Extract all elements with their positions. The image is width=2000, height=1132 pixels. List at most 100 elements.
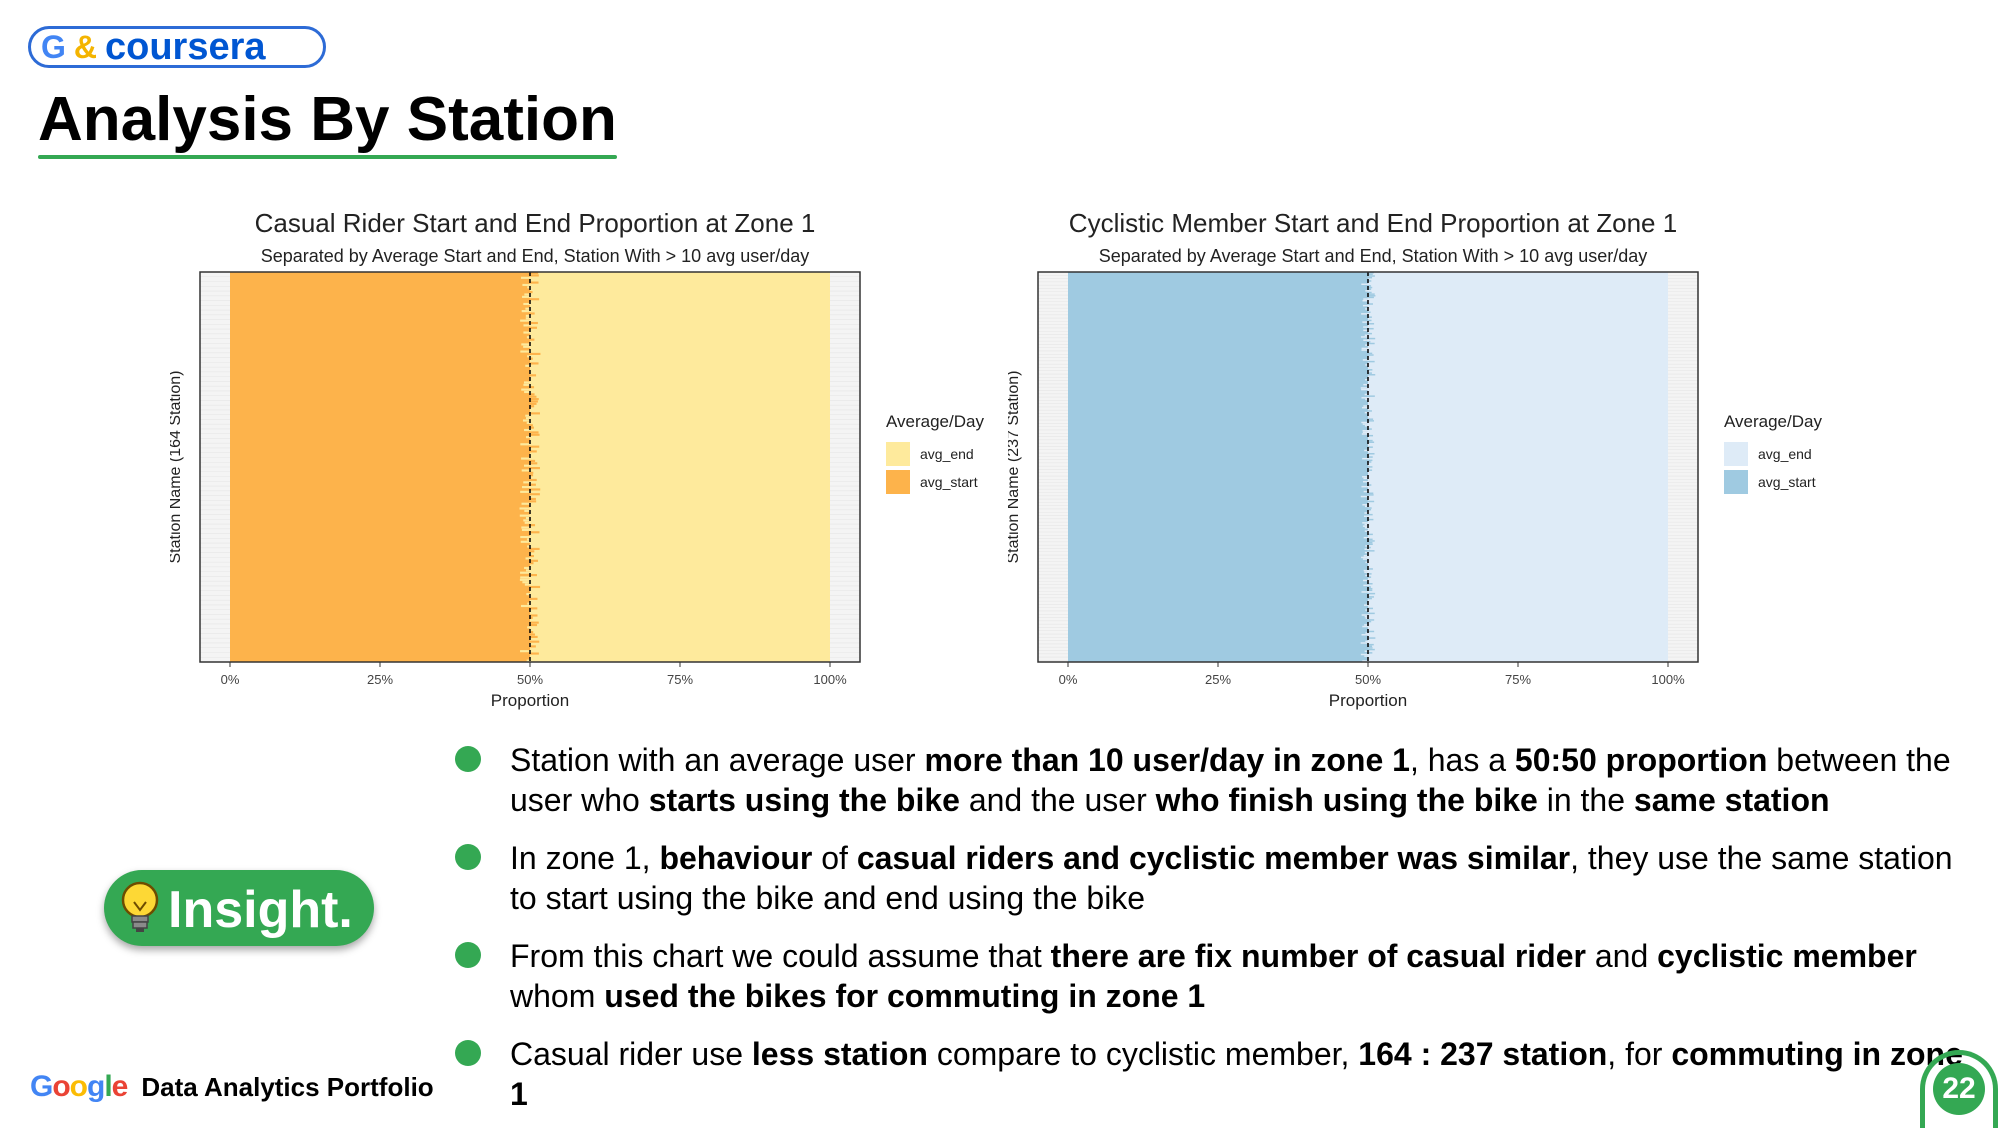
station-bar xyxy=(1361,433,1368,435)
station-bar xyxy=(530,471,534,474)
station-bar xyxy=(1368,469,1373,471)
google-letter: o xyxy=(69,1070,88,1103)
station-bar xyxy=(1362,660,1368,662)
station-bar xyxy=(1368,541,1373,544)
station-bar xyxy=(1365,574,1368,577)
station-bar xyxy=(530,554,534,558)
station-bar xyxy=(1362,406,1368,409)
station-bar xyxy=(524,509,530,512)
station-bar xyxy=(1362,476,1368,478)
station-bar xyxy=(1364,551,1368,554)
casual-rider-chart: Casual Rider Start and End Proportion at… xyxy=(170,200,990,710)
x-tick-label: 50% xyxy=(1355,672,1381,687)
station-bar xyxy=(1368,484,1372,486)
station-bar xyxy=(530,433,540,436)
bullet-text-segment: behaviour xyxy=(659,840,813,876)
station-bar xyxy=(530,478,537,482)
station-bar xyxy=(521,310,530,313)
station-bar xyxy=(1362,431,1368,434)
station-bar xyxy=(1368,466,1373,468)
station-bar xyxy=(1368,612,1375,615)
station-bar xyxy=(1363,555,1368,557)
station-bar xyxy=(530,500,537,503)
chart-subtitle: Separated by Average Start and End, Stat… xyxy=(261,246,810,266)
station-bar xyxy=(530,352,541,355)
station-bar xyxy=(1368,280,1372,282)
station-bar xyxy=(530,395,537,398)
station-bar xyxy=(520,350,530,353)
bullet-text-segment: compare to cyclistic member, xyxy=(927,1036,1359,1072)
station-bar xyxy=(1365,290,1368,292)
station-bar xyxy=(1368,446,1373,448)
station-bar xyxy=(1364,650,1368,652)
station-bar xyxy=(1368,395,1375,397)
station-bar xyxy=(530,321,538,325)
station-bar xyxy=(530,462,538,465)
google-letter: o xyxy=(52,1070,70,1103)
legend-swatch xyxy=(1724,470,1748,494)
station-bar xyxy=(1361,397,1368,399)
station-bar xyxy=(1368,428,1372,430)
station-bar xyxy=(530,402,537,405)
station-bar xyxy=(526,436,530,439)
station-bar xyxy=(1362,321,1368,323)
station-bar xyxy=(1364,512,1368,514)
bullet-text-segment: cyclistic member xyxy=(1657,938,1917,974)
x-tick-label: 75% xyxy=(1505,672,1531,687)
station-bar xyxy=(1368,372,1372,374)
station-bar xyxy=(525,557,530,560)
station-bar xyxy=(1361,349,1368,351)
station-bar xyxy=(1361,421,1368,424)
station-bar xyxy=(1368,587,1373,590)
station-bar xyxy=(1363,579,1368,582)
station-bar xyxy=(1362,359,1368,361)
google-letter: e xyxy=(111,1070,129,1103)
bullet-text-segment: used the bikes for commuting in zone 1 xyxy=(604,978,1206,1014)
station-bar xyxy=(530,631,534,634)
station-bar xyxy=(1363,480,1368,483)
legend-swatch xyxy=(1724,442,1748,466)
station-bar xyxy=(521,469,530,472)
station-bar xyxy=(530,412,540,415)
legend-title: Average/Day xyxy=(1724,412,1822,431)
bullet-text-segment: From this chart we could assume that xyxy=(510,938,1051,974)
station-bar xyxy=(1365,617,1368,620)
station-bar xyxy=(530,635,538,638)
station-bar xyxy=(1368,316,1372,318)
station-bar xyxy=(1368,342,1375,345)
x-tick-label: 25% xyxy=(1205,672,1231,687)
logo-ampersand: & xyxy=(73,28,97,65)
station-bar xyxy=(530,398,539,401)
station-bar xyxy=(526,421,530,424)
station-bar xyxy=(1363,339,1368,341)
station-bar xyxy=(1362,504,1368,506)
bullet-text-segment: Station with an average user xyxy=(510,742,925,778)
station-bar xyxy=(525,417,530,420)
station-bar xyxy=(530,424,533,427)
station-bar xyxy=(1363,515,1368,518)
station-bar xyxy=(1368,596,1374,598)
station-bar xyxy=(520,490,530,493)
station-bar xyxy=(524,428,530,432)
station-bar xyxy=(1368,645,1373,648)
station-bar xyxy=(1361,485,1368,488)
station-bar xyxy=(1364,624,1368,626)
station-bar xyxy=(526,336,530,339)
station-bar xyxy=(523,345,530,348)
station-bar xyxy=(521,502,530,505)
station-bar xyxy=(530,488,541,491)
station-bar xyxy=(1368,337,1376,340)
station-bar xyxy=(1368,550,1375,552)
google-g-logo: G xyxy=(41,28,66,65)
legend-label: avg_end xyxy=(1758,446,1812,462)
bullet-text-segment: 50:50 proportion xyxy=(1514,742,1768,778)
station-bar xyxy=(1364,334,1368,337)
station-bar xyxy=(530,497,536,501)
station-bar xyxy=(1368,540,1375,542)
bullet-text-segment: in the xyxy=(1537,782,1634,818)
coursera-wordmark: coursera xyxy=(105,25,266,68)
station-bar xyxy=(1364,523,1368,526)
station-bar xyxy=(1368,332,1372,335)
x-tick-label: 50% xyxy=(517,672,543,687)
station-bar xyxy=(1368,648,1375,651)
